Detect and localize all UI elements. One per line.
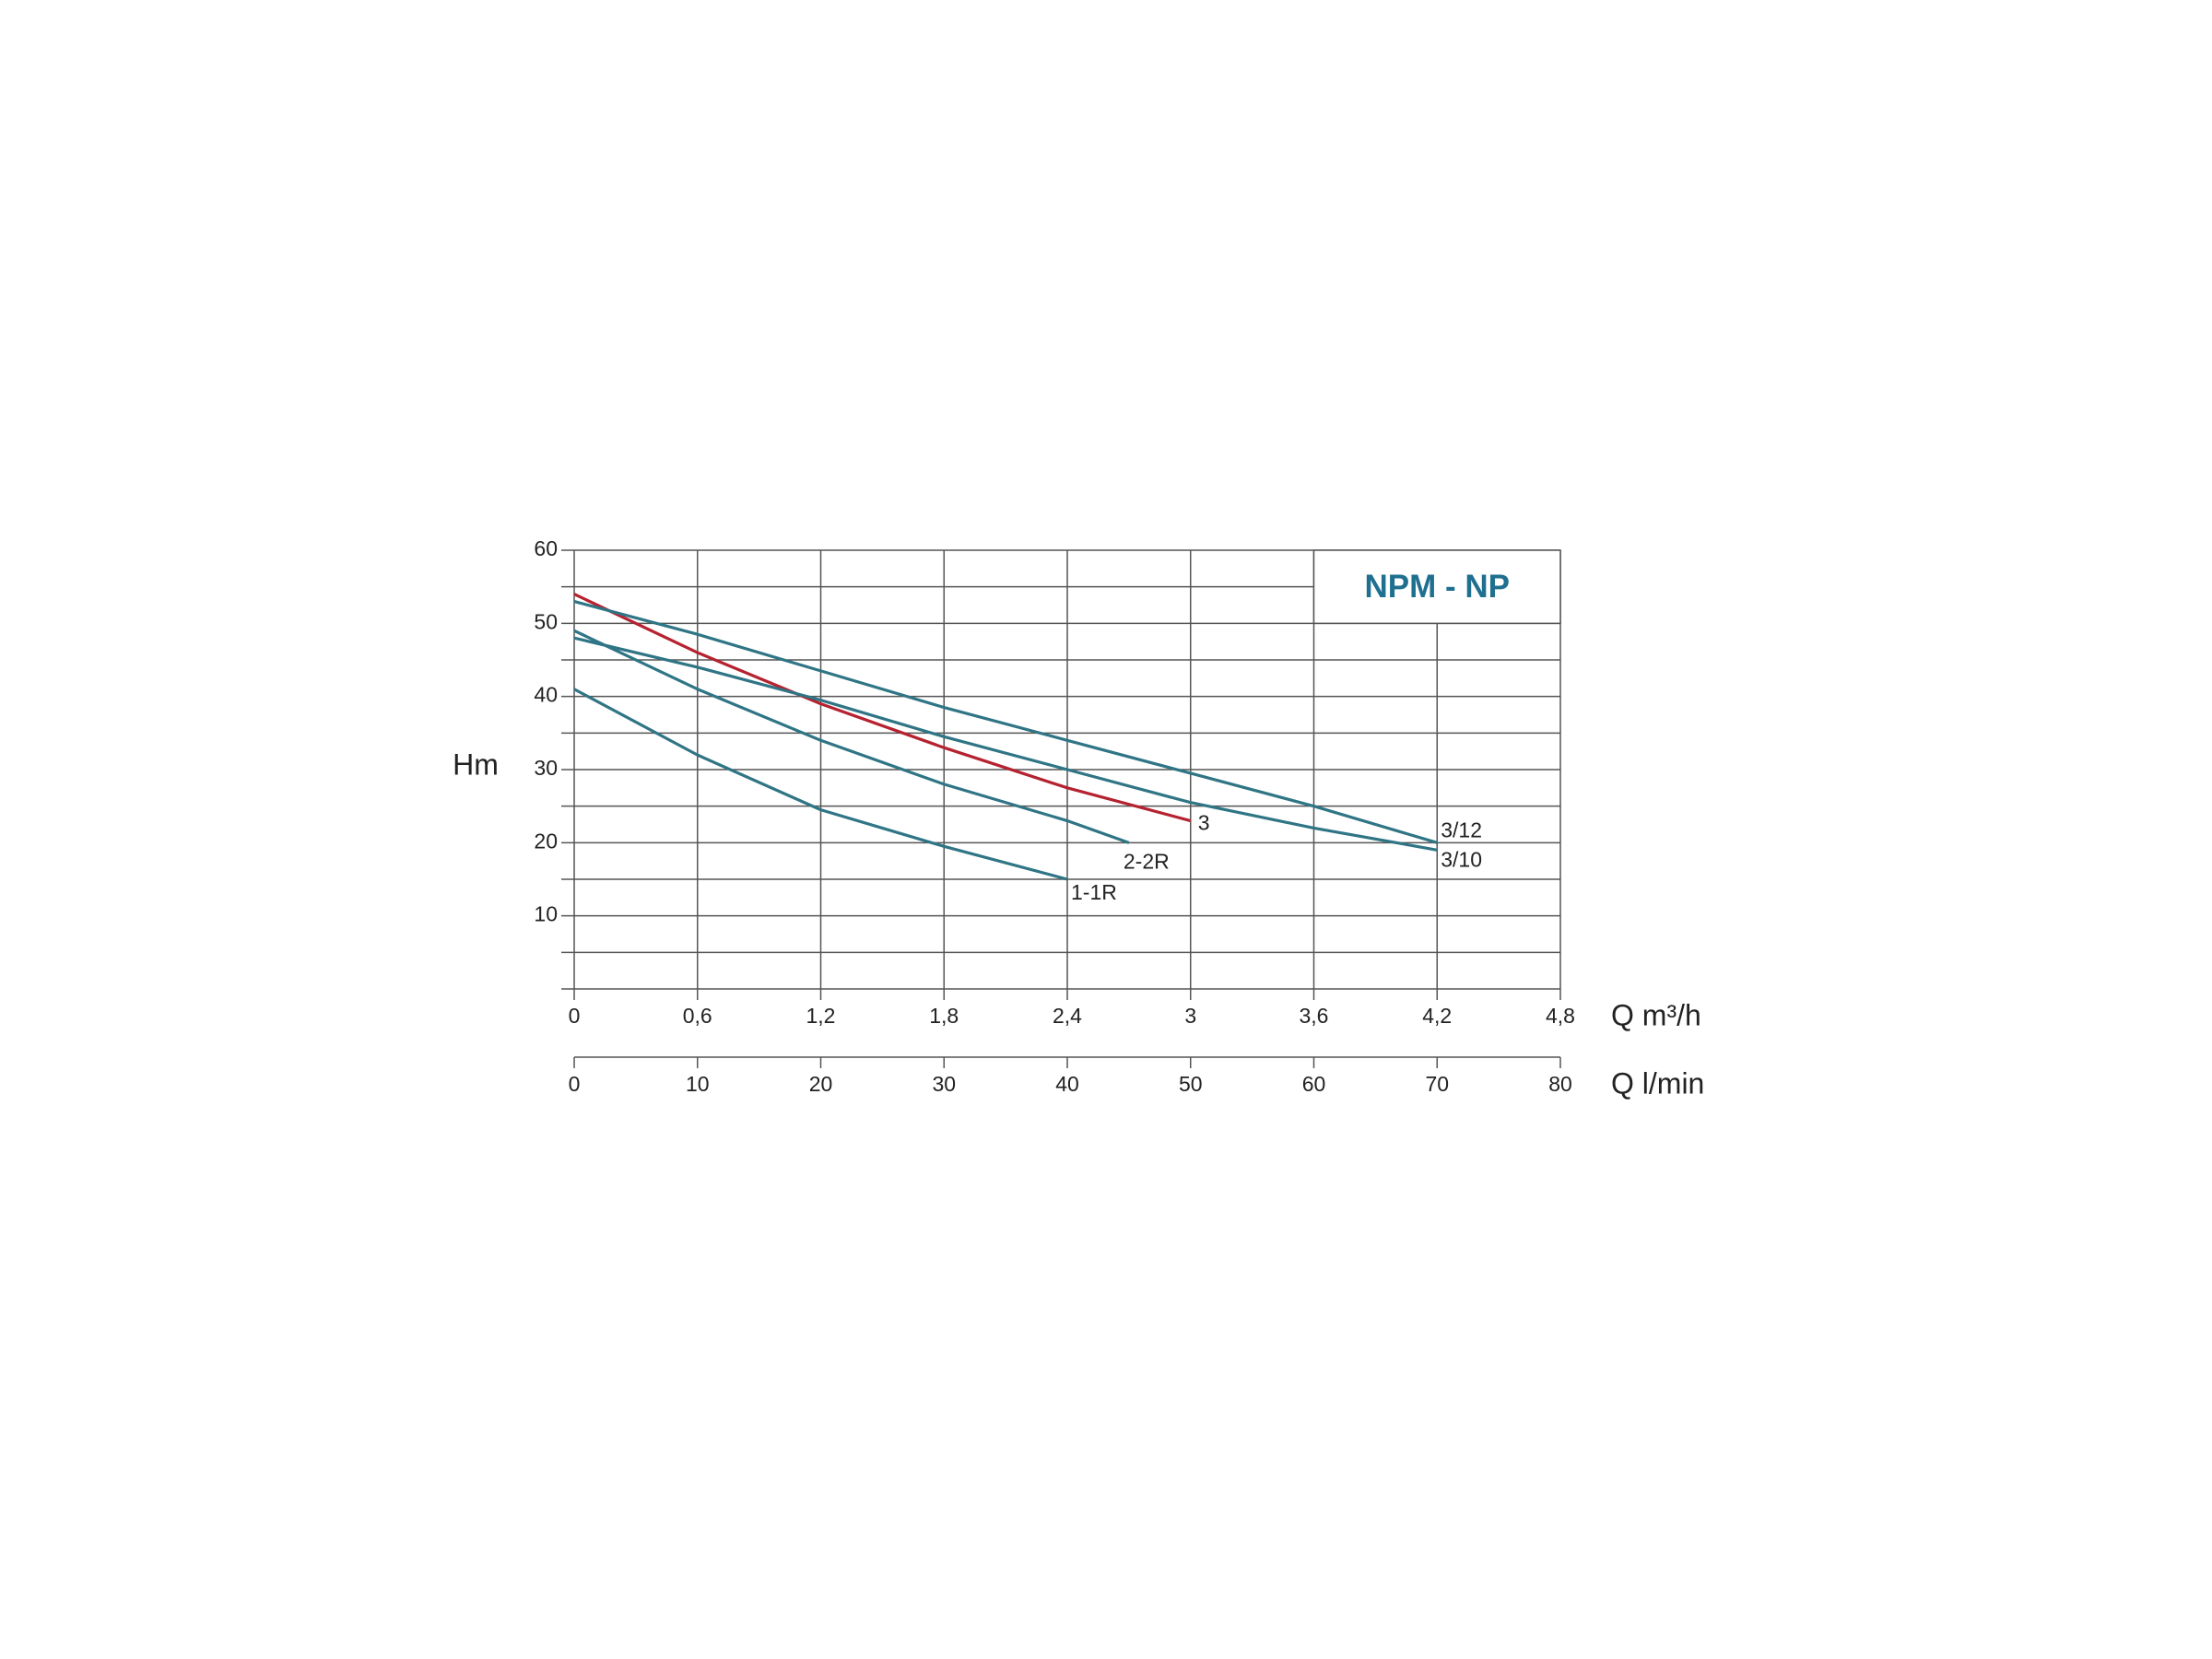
x-tick-label: 1,8 xyxy=(929,1004,959,1028)
x-tick-label: 3 xyxy=(1184,1004,1196,1028)
series-line xyxy=(573,593,1192,823)
series-label: 1-1R xyxy=(1071,880,1117,904)
x2-tick-label: 0 xyxy=(569,1072,581,1096)
y-tick-label: 20 xyxy=(534,829,558,853)
x2-tick-label: 50 xyxy=(1179,1072,1203,1096)
series-line xyxy=(573,688,1068,881)
x2-tick-label: 10 xyxy=(686,1072,710,1096)
x2-tick-label: 80 xyxy=(1548,1072,1572,1096)
y-tick-label: 10 xyxy=(534,902,558,926)
x-tick-label: 1,2 xyxy=(806,1004,836,1028)
title-box xyxy=(1312,549,1561,625)
x-tick-label: 0,6 xyxy=(683,1004,712,1028)
y-tick-label: 30 xyxy=(534,756,558,780)
y-tick-label: 60 xyxy=(534,536,558,560)
series-label: 3/12 xyxy=(1441,818,1482,841)
x-tick-label: 0 xyxy=(569,1004,581,1028)
y-axis-label: Hm xyxy=(453,747,499,781)
chart-title: NPM - NP xyxy=(1365,569,1511,605)
y-tick-label: 50 xyxy=(534,609,558,633)
x2-tick-label: 30 xyxy=(932,1072,956,1096)
series-line xyxy=(573,636,1438,852)
x-tick-label: 4,8 xyxy=(1546,1004,1575,1028)
x2-tick-label: 20 xyxy=(809,1072,833,1096)
x2-axis-label: Q l/min xyxy=(1611,1066,1704,1100)
series-line xyxy=(573,629,1130,844)
x2-tick-label: 40 xyxy=(1055,1072,1079,1096)
x2-tick-label: 60 xyxy=(1302,1072,1326,1096)
series-label: 2-2R xyxy=(1124,849,1170,873)
series-label: 3 xyxy=(1198,811,1210,835)
series-line xyxy=(573,599,1438,844)
x-tick-label: 3,6 xyxy=(1300,1004,1329,1028)
x-axis-label: Q m³/h xyxy=(1611,998,1701,1031)
x-tick-label: 2,4 xyxy=(1053,1004,1082,1028)
series-label: 3/10 xyxy=(1441,847,1482,871)
x-tick-label: 4,2 xyxy=(1422,1004,1452,1028)
x2-tick-label: 70 xyxy=(1425,1072,1449,1096)
y-tick-label: 40 xyxy=(534,683,558,707)
